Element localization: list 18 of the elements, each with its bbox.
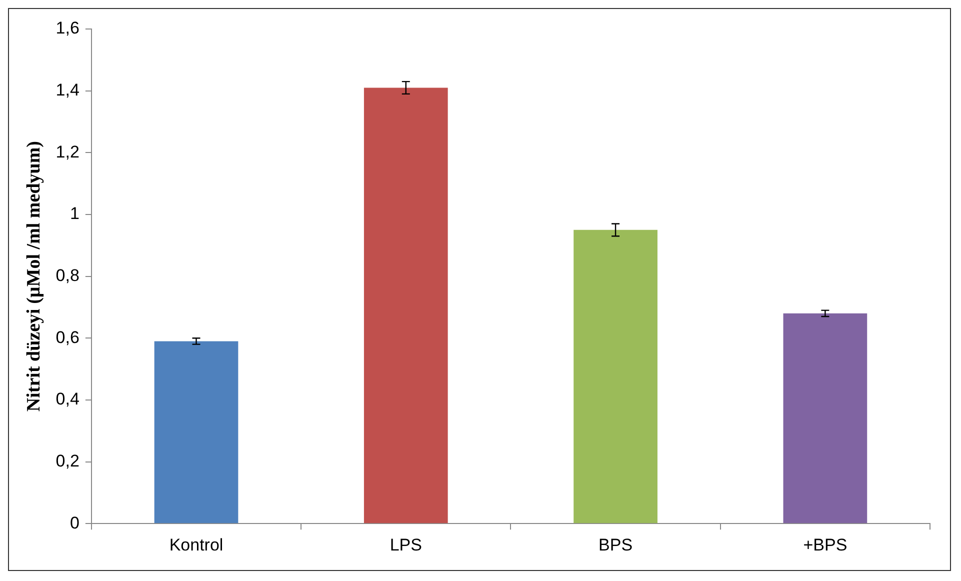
y-tick-label: 0,6	[56, 328, 80, 347]
bar	[364, 88, 448, 524]
x-tick-label: +BPS	[803, 535, 848, 554]
y-tick-label: 0,4	[56, 390, 80, 409]
y-tick-label: 1	[70, 204, 80, 224]
y-tick-label: 1,4	[56, 80, 80, 100]
bar	[783, 313, 868, 524]
x-tick-label: LPS	[390, 535, 422, 554]
y-tick-label: 0,8	[56, 266, 80, 285]
x-tick-label: BPS	[598, 535, 633, 554]
y-tick-label: 0	[70, 513, 80, 532]
y-tick-label: 0,2	[56, 451, 80, 470]
y-tick-label: 1,6	[56, 18, 80, 38]
bar	[154, 341, 238, 524]
y-axis-title: Nitrit düzeyi (µMol /ml medyum)	[23, 141, 44, 412]
bar	[574, 230, 658, 524]
y-tick-label: 1,2	[56, 142, 80, 162]
x-tick-label: Kontrol	[169, 535, 224, 554]
